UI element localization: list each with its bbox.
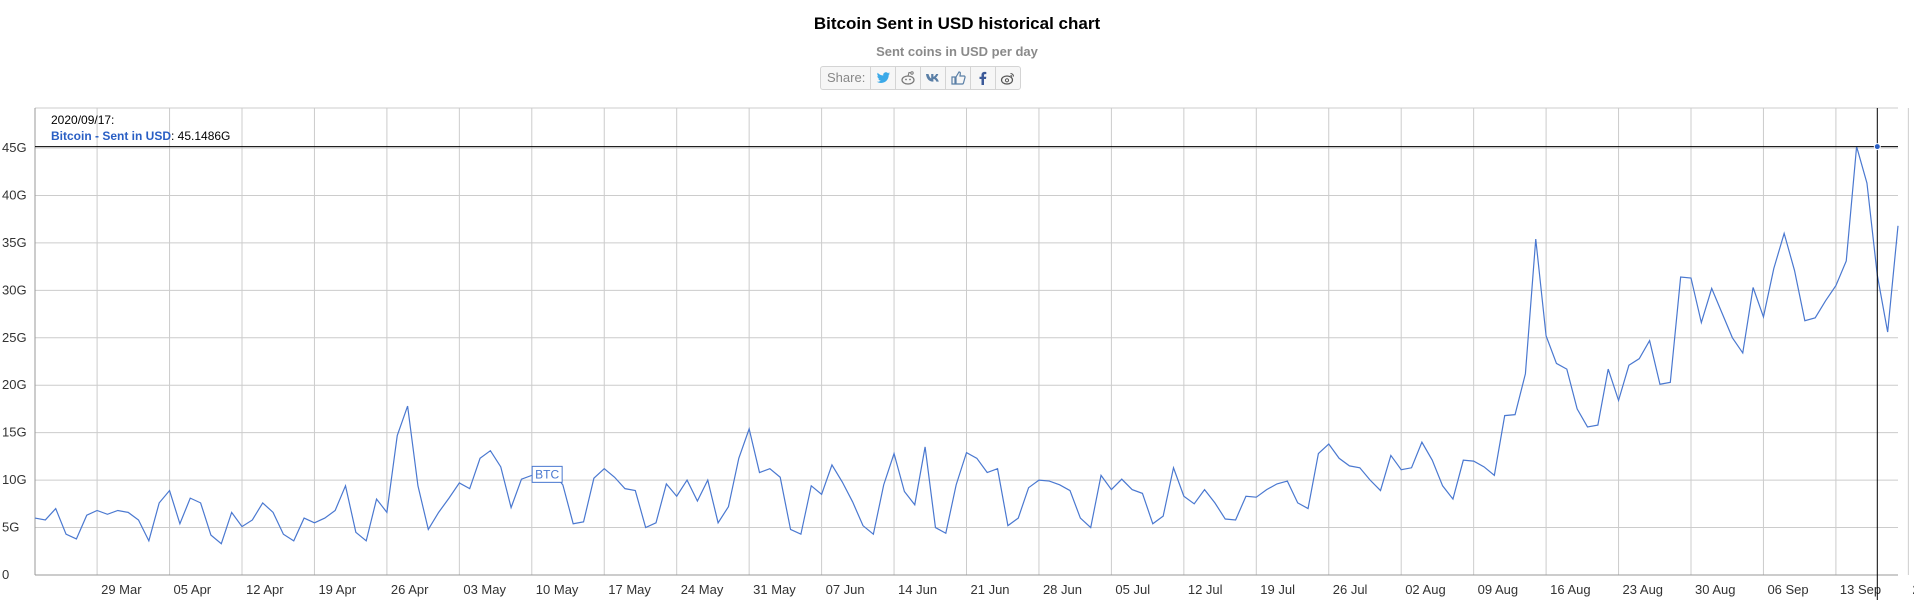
x-tick-label: 21 Jun xyxy=(971,582,1010,597)
y-tick-label: 15G xyxy=(2,425,27,440)
x-tick-label: 20 Sep xyxy=(1912,582,1914,597)
vk-share-button[interactable] xyxy=(920,67,945,89)
tooltip-separator: : xyxy=(171,129,178,143)
x-tick-label: 07 Jun xyxy=(826,582,865,597)
like-icon xyxy=(951,71,966,85)
x-tick-label: 09 Aug xyxy=(1478,582,1519,597)
crosshair-marker xyxy=(1873,143,1881,151)
chart-subtitle: Sent coins in USD per day xyxy=(876,44,1038,59)
x-tick-label: 19 Apr xyxy=(318,582,356,597)
share-bar: Share: xyxy=(820,66,1022,90)
x-tick-label: 26 Apr xyxy=(391,582,429,597)
x-tick-label: 05 Apr xyxy=(174,582,212,597)
twitter-icon xyxy=(877,72,891,83)
reddit-share-button[interactable] xyxy=(895,67,920,89)
facebook-icon xyxy=(979,71,987,85)
btc-flag-box xyxy=(531,465,563,483)
grid-layer xyxy=(35,107,1909,576)
y-tick-label: 30G xyxy=(2,282,27,297)
x-tick-label: 31 May xyxy=(753,582,796,597)
y-tick-label: 35G xyxy=(2,235,27,250)
y-tick-label: 25G xyxy=(2,330,27,345)
x-tick-label: 05 Jul xyxy=(1115,582,1150,597)
x-tick-label: 23 Aug xyxy=(1623,582,1664,597)
tooltip-date: 2020/09/17: xyxy=(51,113,115,127)
y-tick-label: 10G xyxy=(2,472,27,487)
reddit-icon xyxy=(901,71,915,85)
btc-flag-label: BTC xyxy=(535,467,559,481)
axis-layer: 0 5G 10G 15G 20G 25G 30G 35G 40G 45G 29 Mar 05 Apr 1… xyxy=(2,108,1914,597)
x-tick-label: 13 Sep xyxy=(1840,582,1881,597)
tooltip-value: 45.1486G xyxy=(177,129,231,143)
x-tick-label: 12 Jul xyxy=(1188,582,1223,597)
x-tick-label: 10 May xyxy=(536,582,579,597)
tooltip-line: Bitcoin - Sent in USD: 45.1486G xyxy=(51,129,230,143)
series-line-bitcoin-sent-usd xyxy=(34,146,1899,545)
y-tick-label: 5G xyxy=(2,520,19,535)
x-tick-label: 03 May xyxy=(463,582,506,597)
x-tick-label: 26 Jul xyxy=(1333,582,1368,597)
x-tick-label: 02 Aug xyxy=(1405,582,1446,597)
like-share-button[interactable] xyxy=(945,67,970,89)
vk-icon xyxy=(926,74,940,82)
weibo-share-button[interactable] xyxy=(995,67,1020,89)
facebook-share-button[interactable] xyxy=(970,67,995,89)
chart-title: Bitcoin Sent in USD historical chart xyxy=(813,14,1101,33)
x-tick-label: 16 Aug xyxy=(1550,582,1591,597)
tooltip-series-name: Bitcoin - Sent in USD xyxy=(51,129,171,143)
x-tick-label: 12 Apr xyxy=(246,582,284,597)
x-tick-label: 17 May xyxy=(608,582,651,597)
x-tick-label: 24 May xyxy=(681,582,724,597)
y-tick-label: 0 xyxy=(2,567,9,582)
x-tick-label: 19 Jul xyxy=(1260,582,1295,597)
x-tick-label: 29 Mar xyxy=(101,582,142,597)
x-tick-label: 28 Jun xyxy=(1043,582,1082,597)
y-tick-label: 40G xyxy=(2,187,27,202)
y-tick-label: 20G xyxy=(2,377,27,392)
share-label: Share: xyxy=(827,70,866,85)
x-tick-label: 14 Jun xyxy=(898,582,937,597)
x-tick-label: 30 Aug xyxy=(1695,582,1736,597)
weibo-icon xyxy=(1001,72,1015,85)
y-tick-label: 45G xyxy=(2,140,27,155)
overlay-layer: BTC xyxy=(35,108,1898,600)
series-layer xyxy=(34,146,1899,545)
x-tick-label: 06 Sep xyxy=(1767,582,1808,597)
twitter-share-button[interactable] xyxy=(870,67,895,89)
